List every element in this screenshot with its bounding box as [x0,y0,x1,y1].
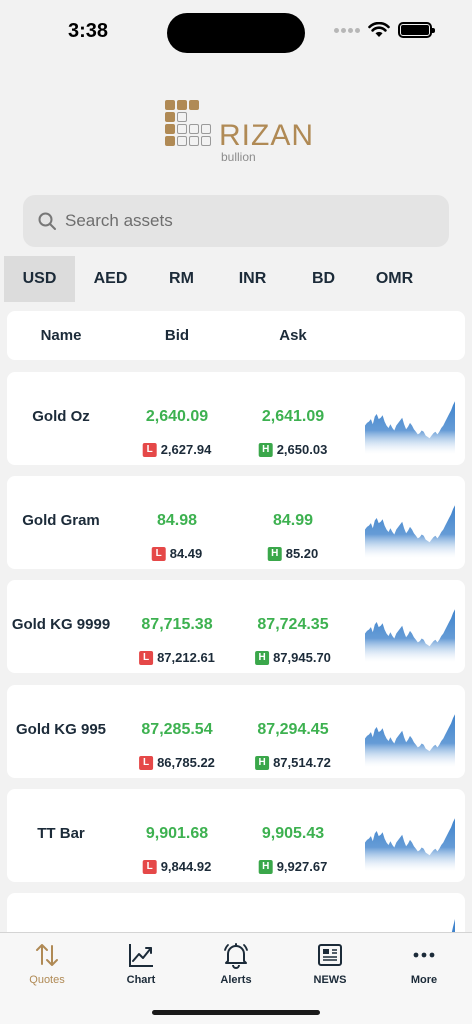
tab-quotes-label: Quotes [29,974,65,986]
high-value-text: 87,514.72 [273,755,331,770]
currency-tabs: USD AED RM INR BD OMR [4,256,468,302]
low-value: L 87,212.61 [139,650,215,665]
wifi-icon [368,22,390,37]
ask-price: 87,724.35 [257,616,329,633]
low-value-text: 84.49 [169,546,203,561]
low-value: L 2,627.94 [142,442,212,457]
bid-price: 87,285.54 [141,721,213,738]
bid-price: 84.98 [156,512,198,529]
tab-news[interactable]: NEWS [283,941,377,986]
bid-price: 2,640.09 [145,408,209,425]
bottom-tab-bar: Quotes Chart Alerts NEWS More [0,932,472,1024]
table-row[interactable]: TT Bar 9,901.68 9,905.43 L 9,844.92 H 9,927.67 [7,789,465,882]
high-value: H 9,927.67 [258,859,328,874]
low-badge: L [139,650,154,665]
high-value-text: 2,650.03 [276,442,328,457]
currency-tab-rm[interactable]: RM [169,270,194,287]
search-bar[interactable] [23,195,449,247]
currency-tab-aed[interactable]: AED [93,270,128,287]
high-value: H 87,514.72 [255,755,331,770]
column-header-bid: Bid [164,327,190,344]
search-icon [38,212,56,230]
search-input[interactable] [65,211,425,231]
newspaper-icon [318,944,342,966]
home-indicator [152,1010,320,1015]
low-value-text: 87,212.61 [157,650,215,665]
sparkline-chart [365,714,455,767]
status-bar: 3:38 [0,0,472,62]
logo-word: RIZAN [219,119,314,152]
tab-more[interactable]: More [377,941,471,986]
low-badge: L [139,755,154,770]
high-value-text: 9,927.67 [276,859,328,874]
cellular-signal-icon [334,27,360,33]
tab-alerts[interactable]: Alerts [189,941,283,986]
low-value-text: 9,844.92 [160,859,212,874]
high-badge: H [258,859,273,874]
low-value-text: 2,627.94 [160,442,212,457]
more-dots-icon [413,952,435,958]
high-value: H 2,650.03 [258,442,328,457]
asset-name: Gold KG 995 [15,721,107,738]
sparkline-chart [365,505,455,558]
logo-subtitle: bullion [221,150,256,164]
bell-icon [224,943,248,969]
currency-tab-bd[interactable]: BD [311,270,336,287]
low-value-text: 86,785.22 [157,755,215,770]
ask-price: 2,641.09 [261,408,325,425]
sparkline-chart [365,609,455,662]
brand-logo: RIZAN bullion [165,97,315,167]
currency-tab-omr[interactable]: OMR [375,270,414,287]
bid-price: 87,715.38 [141,616,213,633]
high-badge: H [267,546,282,561]
tab-chart-label: Chart [126,974,156,986]
high-badge: H [255,650,270,665]
low-badge: L [142,442,157,457]
currency-tab-inr[interactable]: INR [238,270,267,287]
tab-alerts-label: Alerts [220,974,252,986]
sparkline-chart [365,401,455,454]
asset-name: Gold Gram [22,512,100,529]
asset-name: TT Bar [37,825,85,842]
tab-news-label: NEWS [313,974,347,986]
ask-price: 84.99 [272,512,314,529]
high-value: H 85.20 [267,546,319,561]
table-row[interactable]: Gold KG 9999 87,715.38 87,724.35 L 87,212.61… [7,580,465,673]
low-value: L 86,785.22 [139,755,215,770]
ask-price: 9,905.43 [261,825,325,842]
asset-name: Gold Oz [32,408,90,425]
tab-chart[interactable]: Chart [94,941,188,986]
low-badge: L [151,546,166,561]
low-value: L 9,844.92 [142,859,212,874]
high-badge: H [255,755,270,770]
high-value: H 87,945.70 [255,650,331,665]
bid-price: 9,901.68 [145,825,209,842]
status-time: 3:38 [68,20,109,42]
table-row[interactable]: Gold Oz 2,640.09 2,641.09 L 2,627.94 H 2,650.0… [7,372,465,465]
low-badge: L [142,859,157,874]
high-value-text: 85.20 [285,546,319,561]
tab-more-label: More [410,974,438,986]
chart-line-icon [129,944,153,967]
column-header-ask: Ask [279,327,307,344]
dynamic-island [167,13,305,53]
status-icons [334,22,435,38]
ask-price: 87,294.45 [257,721,329,738]
asset-name: Gold KG 9999 [11,616,111,633]
tab-quotes[interactable]: Quotes [0,941,94,986]
arrows-up-down-icon [36,944,58,966]
currency-tab-usd[interactable]: USD [4,256,75,302]
high-value-text: 87,945.70 [273,650,331,665]
sparkline-chart [365,818,455,871]
column-header-name: Name [40,327,82,344]
battery-icon [398,22,435,38]
table-header: Name Bid Ask [7,311,465,360]
low-value: L 84.49 [151,546,203,561]
table-row[interactable]: Gold Gram 84.98 84.99 L 84.49 H 85.20 [7,476,465,569]
high-badge: H [258,442,273,457]
table-row[interactable]: Gold KG 995 87,285.54 87,294.45 L 86,785.22 H… [7,685,465,778]
